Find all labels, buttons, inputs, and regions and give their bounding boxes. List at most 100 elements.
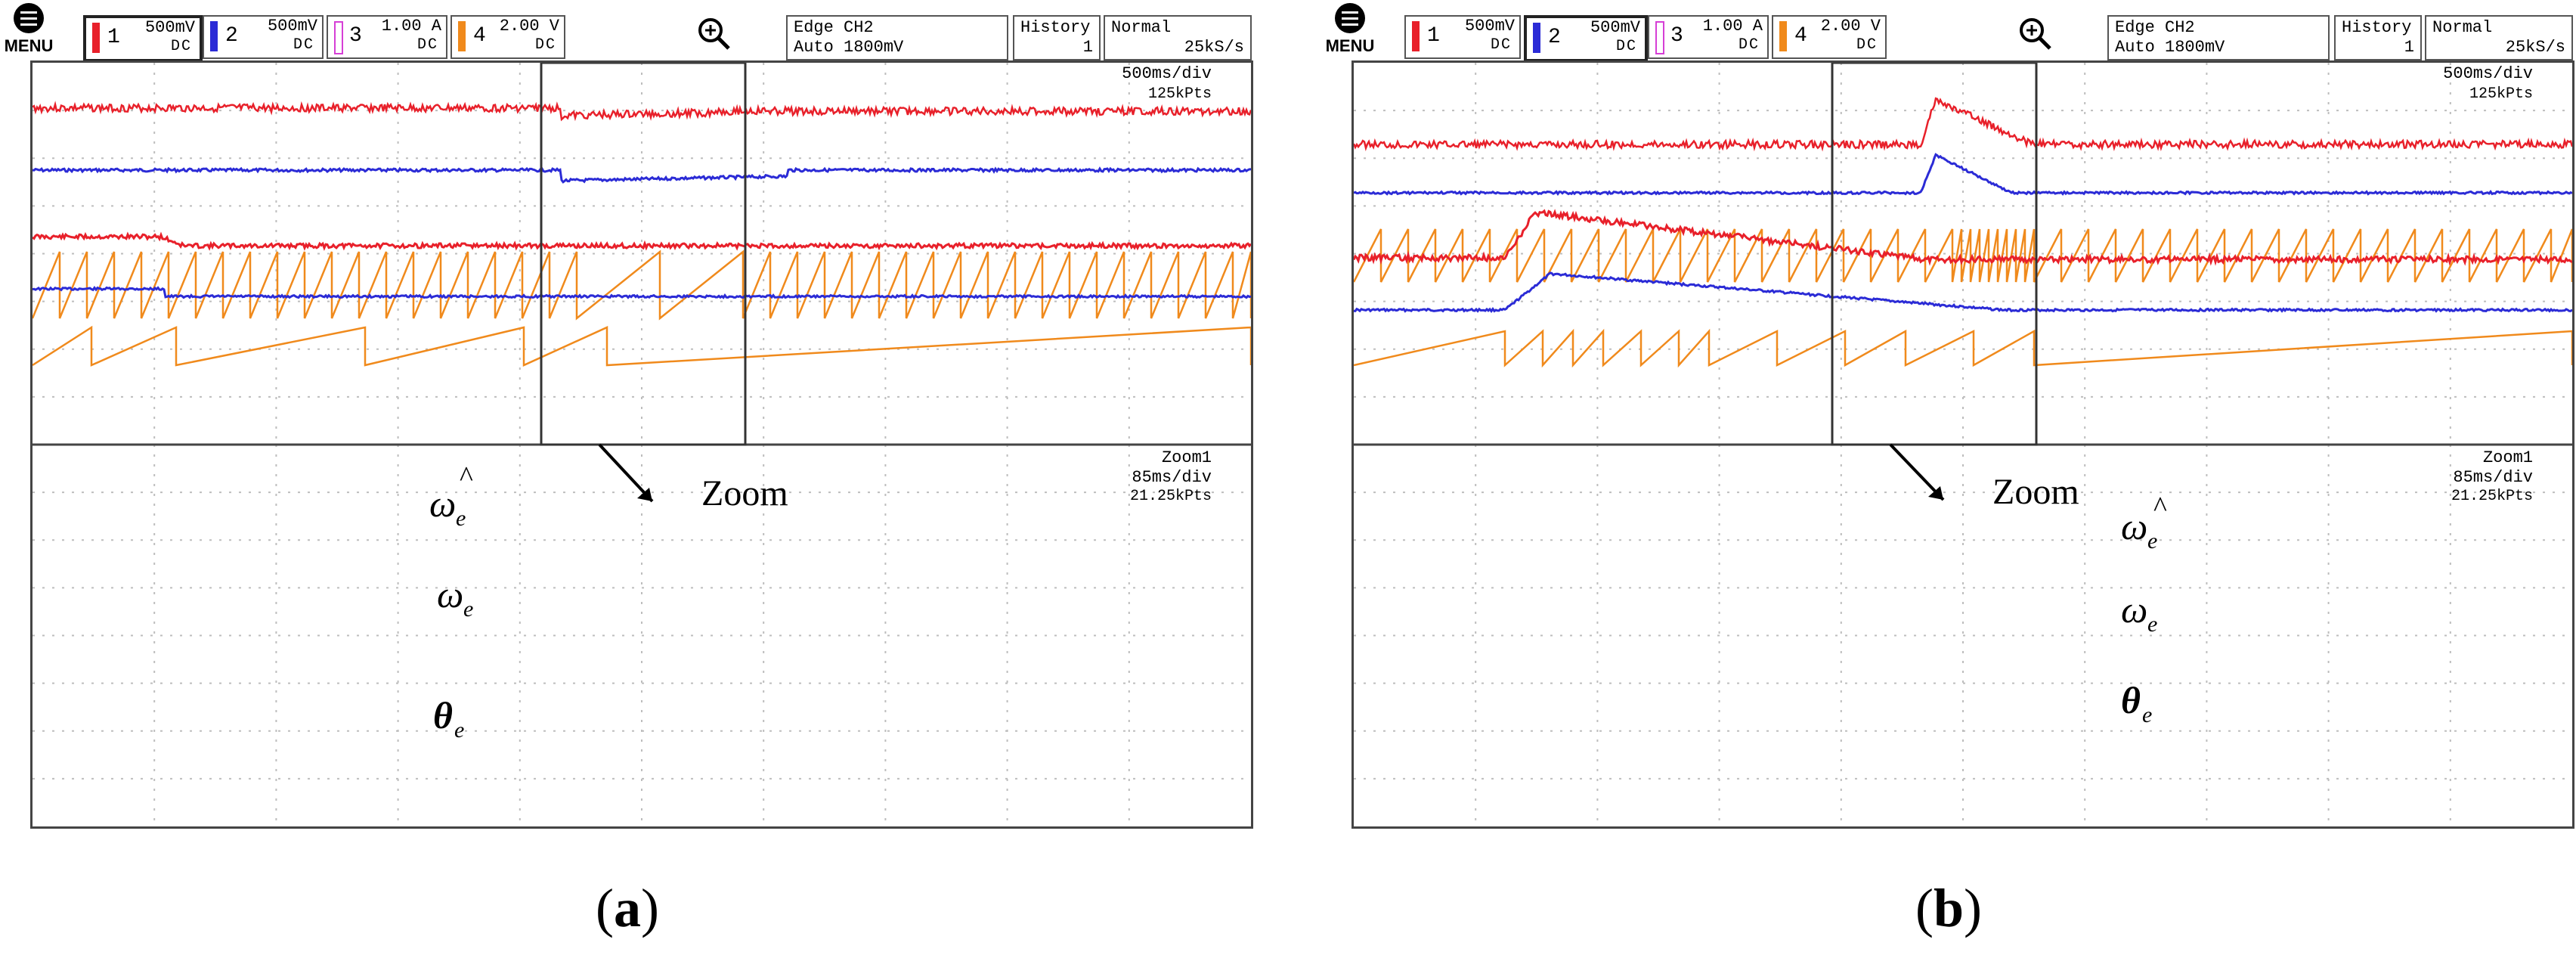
channel-2-color [1533, 23, 1540, 53]
main-timebase: 500ms/div [2443, 64, 2533, 83]
sample-rate: 25kS/s [2505, 38, 2565, 57]
trigger-box[interactable]: Edge CH2 Auto 1800mV [2107, 15, 2330, 60]
zoom-label: Zoom1 [1162, 448, 1212, 467]
channel-4-coupling: DC [1856, 36, 1878, 54]
history-box[interactable]: History 1 [2334, 15, 2422, 60]
channel-1-coupling: DC [170, 38, 192, 55]
zoom-timebase: 85ms/div [2453, 468, 2533, 487]
channel-4-box[interactable]: 4 2.00 V DC [1772, 15, 1887, 59]
channel-1-color [1412, 21, 1420, 51]
zoom-points: 21.25kPts [1130, 488, 1212, 505]
history-value: 1 [1082, 38, 1093, 57]
channel-3-coupling: DC [416, 36, 438, 54]
channel-2-scale: 500mV [267, 17, 317, 36]
main-timebase: 500ms/div [1122, 64, 1212, 83]
menu-icon [1335, 3, 1365, 33]
trace-ch1-main [1354, 97, 2572, 152]
channel-4-scale: 2.00 V [1820, 17, 1881, 36]
acq-mode-label: Normal [2432, 18, 2493, 37]
trace-ch2-main [1354, 153, 2572, 196]
trigger-type: Edge CH2 [2115, 18, 2195, 37]
channel-4-number: 4 [473, 24, 486, 48]
theta-label: θ [433, 694, 453, 736]
acq-mode-box[interactable]: Normal 25kS/s [1104, 15, 1252, 60]
channel-3-coupling: DC [1738, 36, 1760, 54]
channel-1-color [92, 23, 100, 53]
channel-2-number: 2 [1548, 26, 1561, 49]
history-box[interactable]: History 1 [1013, 15, 1101, 60]
channel-1-scale: 500mV [144, 18, 195, 37]
zoom-arrow-head [1928, 486, 1943, 500]
menu-button[interactable]: MENU [1321, 3, 1379, 57]
panel-caption: (b) [1915, 878, 1982, 938]
channel-2-number: 2 [225, 24, 238, 48]
panel-caption: (a) [596, 878, 659, 938]
theta-subscript: e [454, 718, 464, 743]
trace-ch4-main [1354, 228, 2572, 283]
trigger-box[interactable]: Edge CH2 Auto 1800mV [786, 15, 1008, 60]
channel-3-scale: 1.00 A [381, 17, 441, 36]
trace-ch1-zoom [33, 231, 1251, 251]
menu-button[interactable]: MENU [0, 3, 57, 57]
trace-ch1-main [33, 101, 1251, 122]
traces [33, 101, 1251, 367]
trace-ch2-zoom [1354, 271, 2572, 314]
channel-2-box[interactable]: 2 500mV DC [203, 15, 324, 59]
trace-ch1-zoom [1354, 209, 2572, 266]
channel-3-number: 3 [349, 24, 362, 48]
channel-4-color [1779, 21, 1787, 51]
zoom-window-box[interactable] [540, 63, 747, 446]
waveform-display: 500ms/div 125kPts Zoom1 85ms/div 21.25kP… [1354, 63, 2572, 826]
menu-label: MENU [4, 36, 54, 55]
zoom-window-box[interactable] [1831, 63, 2038, 446]
trace-ch2-zoom [33, 285, 1251, 299]
trace-ch4-main [33, 250, 1251, 321]
waveform-display: 500ms/div 125kPts Zoom1 85ms/div 21.25kP… [33, 63, 1251, 826]
trigger-level: Auto 1800mV [794, 38, 904, 57]
history-label: History [2342, 18, 2412, 37]
trigger-level: Auto 1800mV [2115, 38, 2225, 57]
zoom-timebase: 85ms/div [1132, 468, 1212, 487]
channel-1-box[interactable]: 1 500mV DC [1404, 15, 1521, 59]
zoom-arrow-head [637, 488, 652, 501]
omega-label: ω [437, 573, 463, 615]
channel-1-box[interactable]: 1 500mV DC [83, 15, 203, 62]
channel-2-box[interactable]: 2 500mV DC [1524, 15, 1648, 62]
zoom-magnifier-icon[interactable] [2017, 15, 2054, 53]
channel-1-number: 1 [1427, 24, 1440, 48]
sample-rate: 25kS/s [1184, 38, 1244, 57]
omega-subscript: e [463, 597, 473, 622]
channel-3-box[interactable]: 3 1.00 A DC [327, 15, 447, 59]
scope-panel-a: MENU 1 500mV DC 2 500mV DC 3 1.00 A DC 4… [0, 0, 1255, 958]
acq-mode-box[interactable]: Normal 25kS/s [2425, 15, 2573, 60]
waveform-screen[interactable]: 500ms/div 125kPts Zoom1 85ms/div 21.25kP… [1351, 60, 2574, 829]
zoom-magnifier-icon[interactable] [695, 15, 733, 53]
caption-letter: b [1933, 878, 1965, 938]
theta-subscript: e [2142, 702, 2152, 727]
channel-2-scale: 500mV [1590, 18, 1640, 37]
channel-1-number: 1 [107, 26, 120, 49]
omega-label: ω [2121, 588, 2147, 631]
menu-icon [14, 3, 44, 33]
channel-4-box[interactable]: 4 2.00 V DC [450, 15, 565, 59]
channel-4-scale: 2.00 V [499, 17, 559, 36]
main-points: 125kPts [1148, 85, 1212, 103]
channel-2-coupling: DC [1615, 38, 1637, 55]
scope-toolbar: MENU 1 500mV DC 2 500mV DC 3 1.00 A DC 4… [1321, 0, 2576, 62]
omega-hat-label: ω [429, 482, 456, 525]
zoom-arrow [598, 443, 654, 503]
trace-ch2-main [33, 166, 1251, 184]
channel-3-box[interactable]: 3 1.00 A DC [1648, 15, 1769, 59]
omega-subscript: e [2147, 612, 2157, 637]
channel-3-number: 3 [1670, 24, 1683, 48]
channel-3-scale: 1.00 A [1702, 17, 1763, 36]
scope-panel-b: MENU 1 500mV DC 2 500mV DC 3 1.00 A DC 4… [1321, 0, 2576, 958]
waveform-screen[interactable]: 500ms/div 125kPts Zoom1 85ms/div 21.25kP… [30, 60, 1253, 829]
history-label: History [1020, 18, 1091, 37]
omega-hat-label: ω [2121, 505, 2147, 547]
zoom-annotation: Zoom [1992, 472, 2079, 512]
channel-1-scale: 500mV [1464, 17, 1515, 36]
theta-label: θ [2121, 679, 2141, 721]
channel-4-number: 4 [1794, 24, 1807, 48]
channel-2-color [210, 21, 218, 51]
